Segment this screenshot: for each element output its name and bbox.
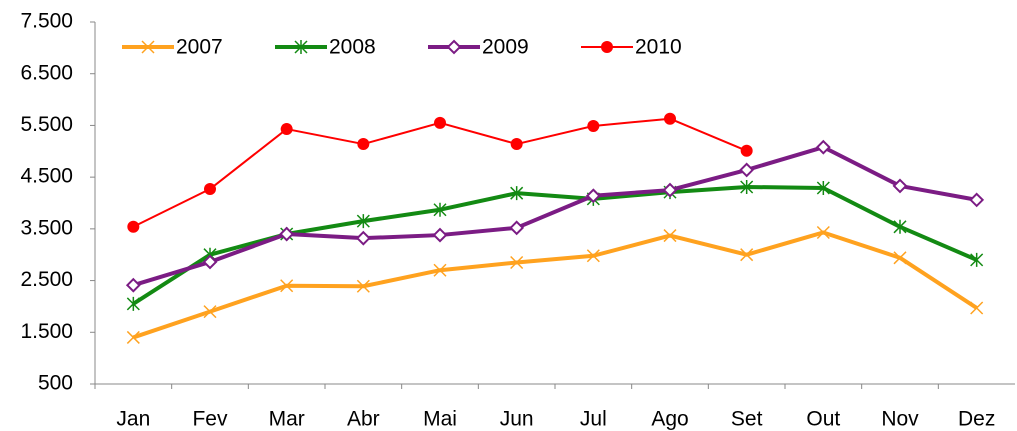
marker	[202, 254, 218, 270]
marker	[739, 162, 755, 178]
y-tick-label: 2.500	[20, 268, 73, 291]
series-line	[132, 145, 978, 288]
marker	[434, 116, 446, 129]
marker	[969, 192, 985, 208]
series-line	[132, 230, 978, 340]
x-tick-label: Nov	[881, 408, 919, 431]
y-tick-label: 4.500	[20, 165, 73, 188]
marker	[126, 296, 140, 311]
legend-marker	[601, 41, 613, 53]
marker	[203, 305, 217, 319]
marker	[587, 119, 600, 132]
marker	[816, 225, 830, 240]
marker	[509, 220, 525, 236]
marker	[355, 230, 371, 246]
marker	[356, 279, 370, 293]
marker	[432, 227, 448, 243]
marker	[125, 277, 141, 293]
x-tick-label: Mai	[423, 408, 457, 431]
marker	[970, 252, 984, 267]
marker	[662, 182, 678, 198]
x-tick-label: Mar	[269, 408, 305, 431]
legend-marker	[141, 40, 155, 54]
marker	[433, 202, 447, 217]
marker	[585, 188, 601, 204]
marker	[279, 226, 295, 242]
y-tick-label: 500	[38, 372, 73, 395]
y-tick-label: 3.500	[20, 216, 73, 239]
marker	[127, 220, 140, 233]
legend-label: 2009	[482, 36, 529, 59]
y-tick-label: 5.500	[20, 113, 73, 136]
marker	[893, 219, 907, 234]
marker	[815, 139, 831, 155]
marker	[357, 138, 370, 151]
legend-label: 2007	[176, 36, 223, 59]
marker	[510, 186, 524, 201]
marker	[893, 251, 907, 265]
marker	[586, 249, 600, 263]
x-tick-label: Out	[806, 408, 840, 431]
marker	[740, 144, 753, 157]
marker	[892, 178, 908, 194]
marker	[663, 229, 677, 243]
marker	[280, 279, 294, 293]
x-tick-label: Abr	[347, 408, 380, 431]
y-tick-label: 1.500	[20, 320, 73, 343]
y-tick-label: 6.500	[20, 61, 73, 84]
x-tick-label: Fev	[192, 408, 228, 431]
marker	[510, 255, 524, 270]
legend-label: 2008	[329, 36, 376, 59]
y-tick-label: 7.500	[20, 10, 73, 33]
legend-marker	[446, 39, 462, 55]
marker	[970, 301, 984, 315]
marker	[433, 263, 447, 277]
marker	[126, 330, 140, 344]
x-tick-label: Jul	[580, 408, 607, 431]
marker	[664, 112, 676, 125]
marker	[204, 183, 216, 196]
legend-label: 2010	[635, 36, 682, 59]
x-tick-label: Ago	[651, 408, 688, 431]
legend-marker	[294, 40, 308, 54]
x-tick-label: Dez	[958, 408, 995, 431]
marker	[280, 123, 293, 136]
marker	[356, 214, 370, 229]
marker	[740, 248, 754, 262]
x-tick-label: Jan	[116, 408, 150, 431]
marker	[816, 181, 830, 196]
x-tick-label: Set	[731, 408, 763, 431]
marker	[740, 179, 754, 194]
x-tick-label: Jun	[500, 408, 534, 431]
marker	[510, 138, 523, 151]
